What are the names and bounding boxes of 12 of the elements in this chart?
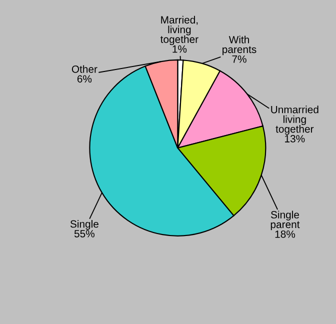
slice-label: Other (72, 65, 98, 73)
data-label: 18% (275, 230, 296, 238)
slice-label: Unmarried living together (271, 106, 318, 135)
data-label: 6% (77, 75, 92, 83)
data-label: 1% (172, 45, 187, 53)
slice-label: Single (70, 220, 98, 230)
slice-label: With parents (222, 36, 256, 56)
slice-label: Single parent (270, 210, 300, 230)
slice-label: Married, living together (160, 16, 198, 46)
data-label: 13% (285, 135, 305, 142)
data-label: 7% (232, 55, 246, 63)
data-label: 55% (74, 230, 94, 238)
